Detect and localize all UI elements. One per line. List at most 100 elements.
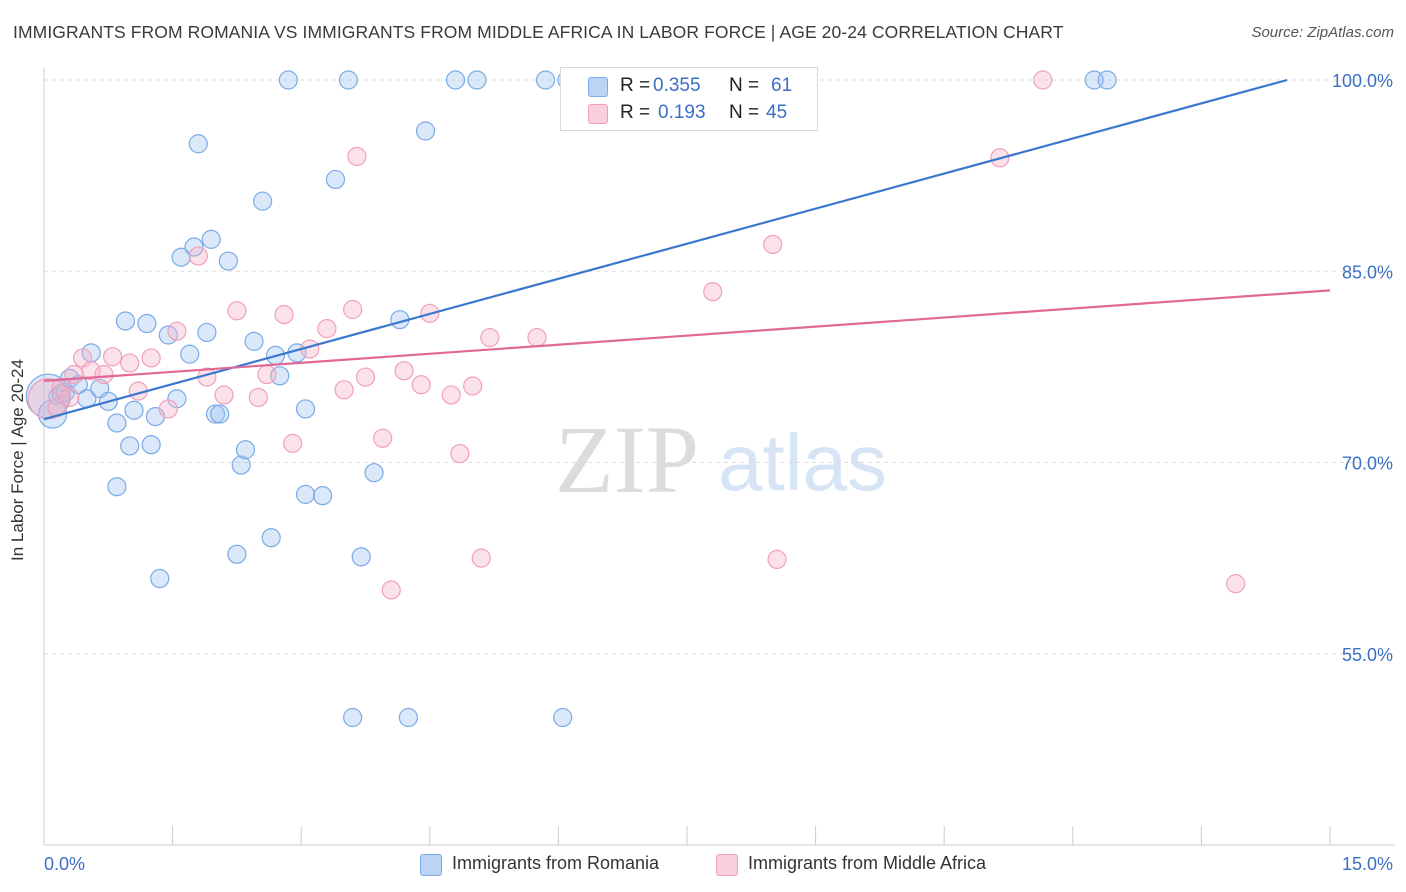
- data-point-romania: [295, 484, 316, 504]
- legend-row-africa: R = 0.193 N = 45: [561, 100, 817, 126]
- y-tick-label: 70.0%: [1342, 454, 1393, 474]
- data-point-africa: [81, 361, 101, 381]
- watermark-zip: ZIP: [555, 406, 699, 513]
- data-point-romania: [235, 440, 256, 460]
- data-point-africa: [283, 433, 303, 453]
- chart-title: IMMIGRANTS FROM ROMANIA VS IMMIGRANTS FR…: [13, 22, 1064, 42]
- bottom-legend-swatch-romania: [420, 854, 442, 876]
- data-point-africa: [158, 399, 178, 419]
- data-point-africa: [450, 443, 470, 464]
- data-point-romania: [150, 568, 170, 589]
- data-point-romania: [1097, 70, 1117, 90]
- data-point-africa: [347, 146, 367, 167]
- y-axis-label: In Labor Force | Age 20-24: [8, 359, 27, 561]
- data-point-romania: [124, 400, 144, 420]
- data-point-africa: [94, 364, 114, 385]
- data-point-romania: [205, 404, 226, 424]
- data-point-africa: [248, 387, 268, 408]
- data-point-africa: [703, 282, 723, 302]
- data-point-africa: [257, 364, 277, 385]
- data-point-romania: [261, 528, 281, 548]
- data-point-romania: [295, 399, 316, 419]
- data-point-africa: [317, 319, 337, 339]
- data-point-africa: [64, 364, 84, 385]
- data-point-africa: [373, 428, 393, 448]
- data-point-africa: [463, 376, 483, 396]
- data-point-romania: [171, 247, 191, 267]
- legend-swatch-africa: [588, 104, 608, 124]
- data-point-romania: [338, 70, 358, 90]
- legend-r-value-romania: 0.355: [653, 75, 701, 96]
- data-point-africa: [471, 548, 491, 568]
- data-point-africa: [274, 305, 294, 325]
- data-point-africa: [60, 387, 80, 408]
- data-point-romania: [188, 134, 208, 154]
- data-point-romania: [120, 436, 140, 456]
- legend-n-label: N =: [729, 102, 760, 123]
- tick-labels: 55.0% 70.0% 85.0% 100.0% 0.0% 15.0%: [44, 71, 1393, 874]
- legend-row-romania: R = 0.355 N = 61: [561, 73, 817, 99]
- data-points: [25, 70, 1246, 728]
- data-point-romania: [244, 331, 264, 351]
- data-point-romania: [535, 70, 556, 90]
- source-note: Source: ZipAtlas.com: [1251, 24, 1394, 41]
- x-tick-label: 15.0%: [1342, 854, 1393, 874]
- legend-n-label: N =: [729, 75, 760, 96]
- data-point-africa: [227, 301, 247, 321]
- data-point-romania: [115, 311, 136, 331]
- data-point-africa: [214, 385, 234, 405]
- data-point-romania: [197, 322, 217, 343]
- bottom-legend-swatch-africa: [716, 854, 738, 876]
- data-point-romania: [553, 707, 573, 728]
- data-point-africa: [527, 327, 547, 348]
- data-point-romania: [180, 344, 200, 364]
- data-point-africa: [767, 549, 787, 570]
- y-tick-label: 100.0%: [1332, 71, 1393, 91]
- data-point-africa: [102, 347, 123, 367]
- correlation-legend: R = 0.355 N = 61 R = 0.193 N = 45: [560, 67, 818, 131]
- data-point-romania: [351, 547, 371, 567]
- data-point-africa: [1033, 70, 1053, 90]
- data-point-romania: [141, 435, 161, 455]
- data-point-africa: [141, 348, 161, 368]
- y-tick-label: 55.0%: [1342, 645, 1393, 665]
- trend-lines: [43, 78, 1331, 421]
- legend-n-value-romania: 61: [771, 75, 793, 96]
- data-point-romania: [231, 455, 251, 475]
- data-point-romania: [253, 191, 273, 211]
- data-point-romania: [218, 251, 238, 271]
- data-point-africa: [763, 234, 783, 255]
- data-point-romania: [227, 544, 247, 564]
- data-point-romania: [201, 229, 221, 249]
- data-point-africa: [343, 299, 363, 320]
- data-point-romania: [398, 707, 418, 728]
- data-point-romania: [313, 486, 333, 506]
- watermark-atlas: atlas: [718, 418, 887, 507]
- data-point-romania: [364, 463, 384, 483]
- y-tick-label: 85.0%: [1342, 262, 1393, 282]
- data-point-africa: [1226, 574, 1246, 594]
- data-point-romania: [325, 169, 346, 190]
- data-point-africa: [355, 367, 376, 387]
- legend-r-value-africa: 0.193: [658, 102, 706, 123]
- data-point-romania: [467, 70, 487, 90]
- data-point-romania: [184, 237, 204, 257]
- legend-n-value-africa: 45: [766, 102, 788, 123]
- data-point-africa: [381, 580, 401, 600]
- legend-swatch-romania: [588, 77, 608, 97]
- data-point-africa: [188, 246, 208, 266]
- data-point-africa: [394, 361, 414, 381]
- x-tick-label: 0.0%: [44, 854, 85, 874]
- data-point-africa: [334, 380, 354, 400]
- data-point-romania: [137, 313, 157, 334]
- bottom-legend-label-africa: Immigrants from Middle Africa: [748, 853, 987, 873]
- data-point-africa: [167, 321, 187, 341]
- axes: [43, 68, 1395, 846]
- data-point-romania: [107, 477, 127, 497]
- trend-line-romania: [43, 78, 1288, 421]
- trend-line-africa: [43, 289, 1331, 382]
- legend-r-label: R =: [620, 75, 651, 96]
- data-point-africa: [480, 327, 500, 348]
- legend-r-label: R =: [620, 102, 651, 123]
- data-point-romania: [278, 70, 298, 90]
